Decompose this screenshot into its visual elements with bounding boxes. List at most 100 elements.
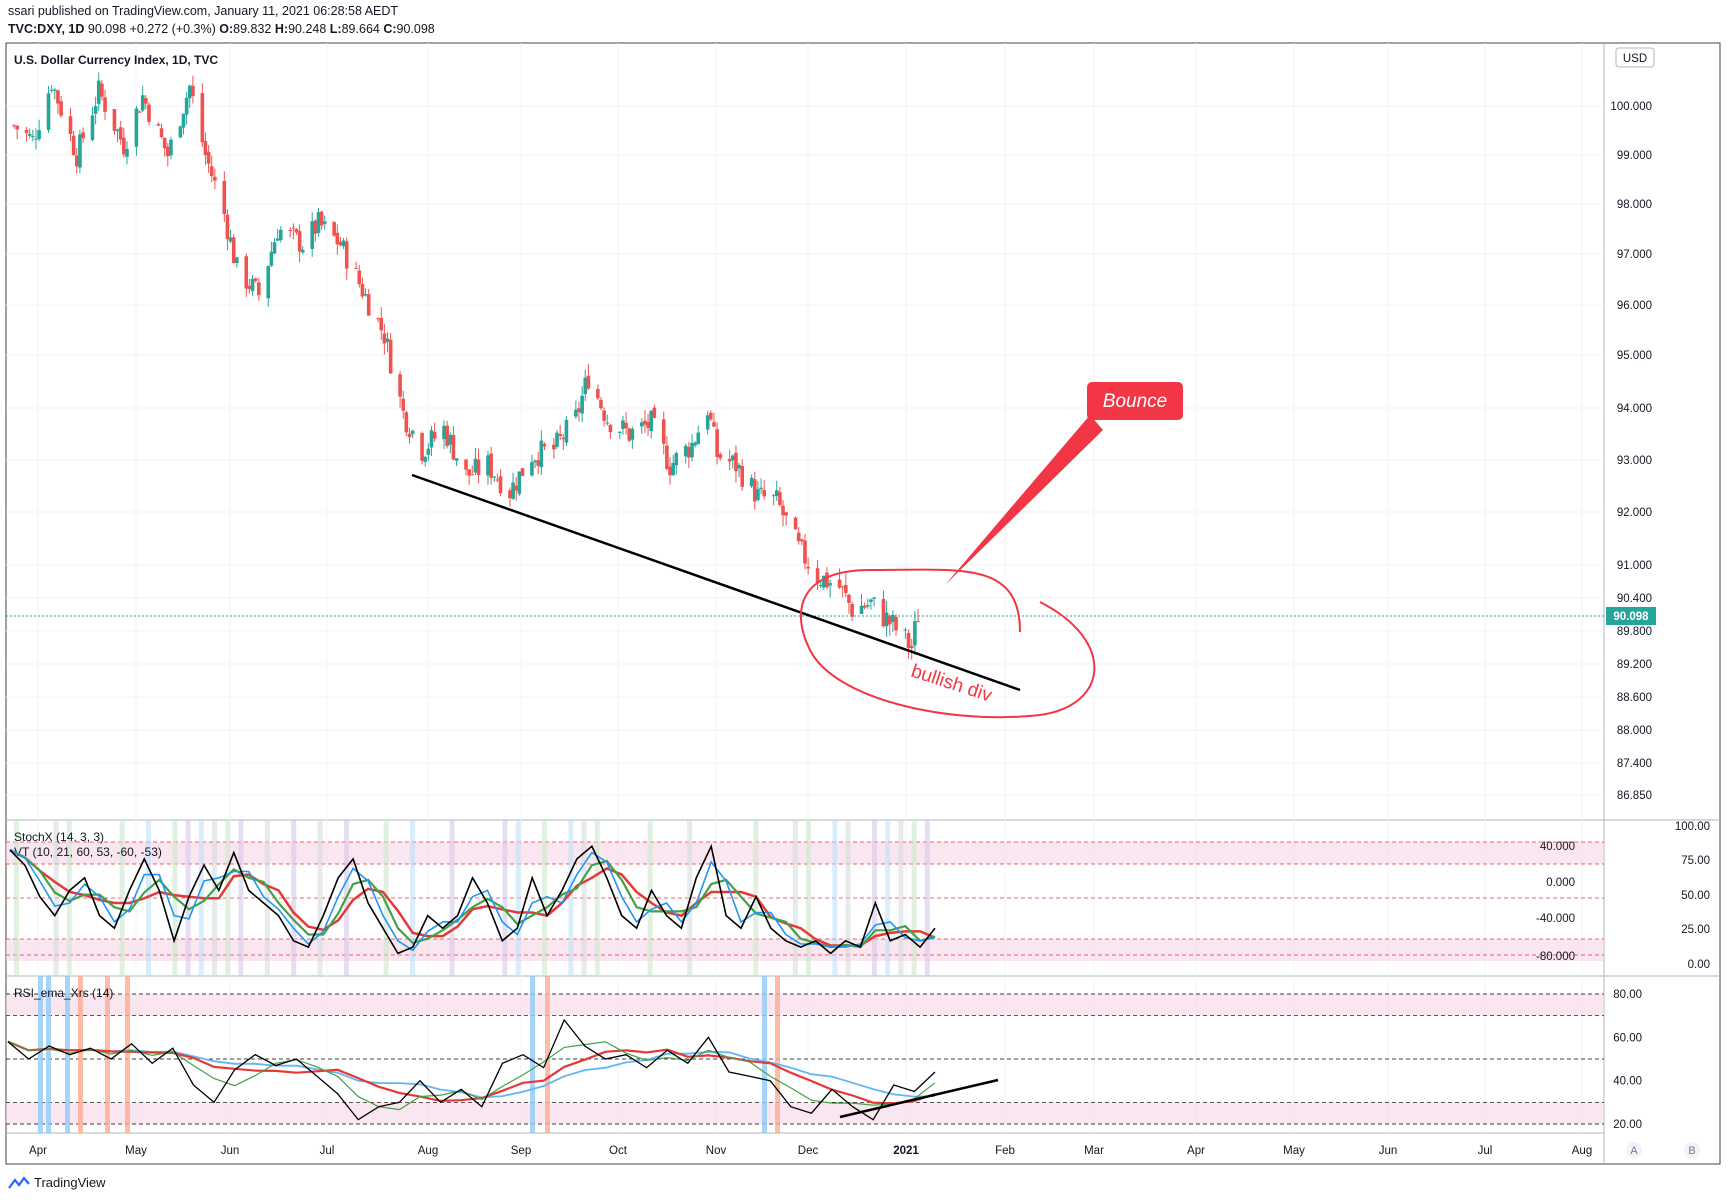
candle-body [498,476,503,494]
candle-body [467,469,471,476]
candle-body [646,422,650,428]
current-price-tag [1606,607,1656,625]
candle-body [203,141,208,156]
candle-body [825,572,829,588]
candle-body [784,512,788,516]
callout-arrow [945,415,1103,585]
candle-body [379,317,384,331]
stoch-pane-subtitle: VT (10, 21, 60, 53, -60, -53) [14,845,162,859]
candle-body [489,453,493,478]
stoch-d-line [9,849,936,952]
chart-frame [5,42,1721,1165]
tradingview-footer-text: TradingView [34,1175,106,1190]
candle-body [56,90,60,104]
price-axis-label: 86.850 [1617,790,1652,802]
current-price-tag-text: 90.098 [1613,611,1649,623]
candle-body [652,407,657,418]
candle-body [100,83,104,97]
candle-body [291,227,296,229]
candle-body [470,474,475,476]
price-support-trendline [411,473,1021,692]
candle-body [542,443,547,447]
candle-body [12,125,16,127]
price-axis-label: 89.200 [1617,659,1652,671]
candle-body [881,599,886,627]
rsi-cross-bar [125,976,130,1133]
candle-body [602,410,606,421]
candle-body [448,434,453,445]
candle-body [96,80,101,104]
candle-body [803,540,807,564]
candle-body [322,221,327,224]
stoch-left-axis-label: -40.000 [1536,913,1575,925]
auto-scale-label: A [1630,1145,1638,1157]
candle-body [137,111,142,113]
rsi-cross-bar [762,976,767,1133]
price-axis-label: 94.000 [1617,403,1652,415]
candle-body [266,266,271,299]
stoch-signal-bar [225,820,231,976]
stoch-right-axis-label: 25.00 [1681,924,1710,936]
candle-body [539,440,544,468]
open-label: O: [219,22,234,36]
tradingview-footer[interactable]: TradingView [8,1175,106,1190]
rsi-cross-bar [105,976,110,1133]
time-axis-label: Apr [29,1145,47,1157]
rsi-axis-label: 40.00 [1613,1076,1642,1088]
rsi-cross-bar [775,976,780,1133]
candle-body [495,479,500,481]
candle-body [404,412,409,433]
stoch-signal-bar [872,820,877,976]
low-label: L: [329,22,342,36]
candle-body [423,456,427,462]
stoch-signal-bar [647,820,653,976]
stoch-k-line [9,843,936,955]
candle-body [574,409,578,417]
stoch-signal-bar [792,820,798,976]
candle-body [144,98,148,104]
stoch-right-axis-label: 0.00 [1688,959,1710,971]
candle-body [288,229,293,231]
candle-body [771,495,776,497]
candle-body [68,116,73,135]
time-axis-label: Nov [706,1145,727,1157]
time-axis-label: Dec [798,1145,819,1157]
auto-scale-button[interactable] [1626,1142,1642,1158]
stoch-signal-bar [594,820,600,976]
candle-body [844,585,848,593]
stoch-signal-bar [410,820,415,976]
stoch-right-axis-label: 50.00 [1681,890,1710,902]
rsi-cross-bar [38,976,43,1133]
stoch-axis-labels: 40.000 0.000 -40.000 -80.000 100.00 75.00 50.0… [1536,821,1710,971]
candle-body [837,579,842,588]
price-axis-label: 99.000 [1617,150,1652,162]
candle-body [93,106,98,114]
currency-badge[interactable] [1615,47,1655,68]
candle-body [530,462,534,476]
candle-body [599,399,603,409]
grid [6,43,1604,1133]
candle-body [561,437,566,440]
stoch-signal-bar [291,820,297,976]
stoch-signal-bar [515,820,521,976]
candle-body [376,318,380,320]
candle-body [649,410,653,432]
candle-body [140,95,145,111]
stoch-left-axis-label: 0.000 [1546,877,1575,889]
candle-body [520,468,525,476]
candle-body [596,388,600,399]
candle-body [774,490,779,496]
candle-body [781,505,785,516]
scale-b-button[interactable] [1684,1142,1700,1158]
candle-body [492,476,497,478]
stoch-signal-bar [264,820,270,976]
candle-body [166,146,170,157]
stoch-signal-bar [832,820,838,976]
rsi-overbought-band [6,994,1604,1016]
candle-body [398,374,402,397]
stoch-signal-bar [581,820,587,976]
price-axis-label: 91.000 [1617,560,1652,572]
candle-body [894,616,898,631]
candle-body [639,422,644,427]
